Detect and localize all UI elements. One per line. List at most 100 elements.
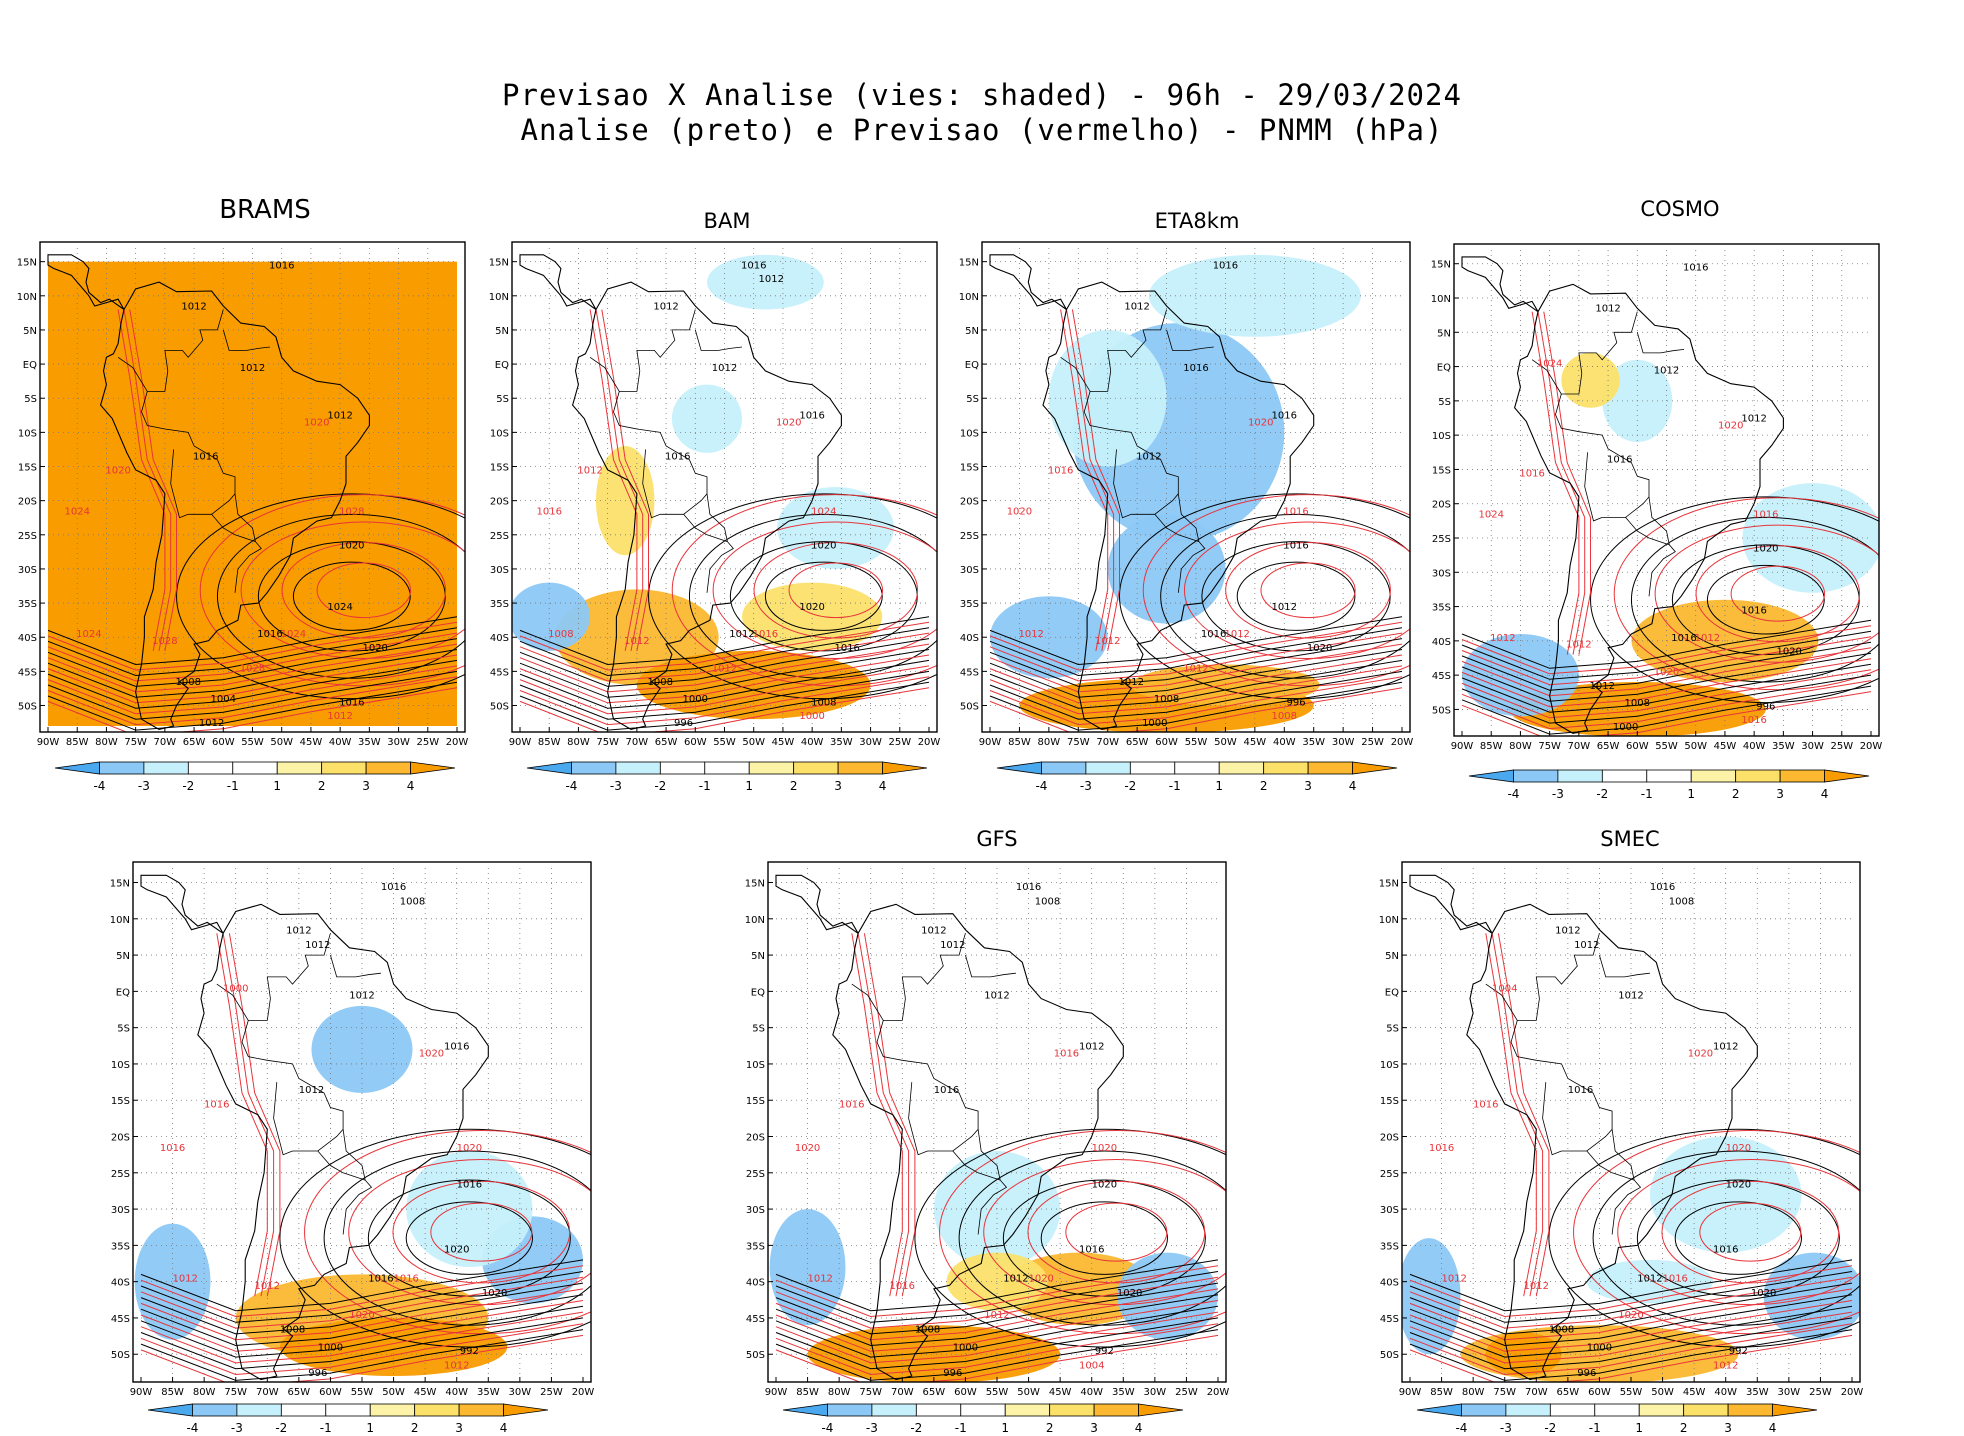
forecast-contour-label: 1016	[1519, 468, 1544, 479]
analysis-contour-label: 1016	[339, 698, 364, 709]
lat-tick-label: 25S	[960, 531, 979, 542]
lat-tick-label: 5N	[23, 326, 37, 337]
lon-tick-label: 20W	[572, 1387, 595, 1398]
analysis-contour-label: 1000	[953, 1343, 978, 1354]
colorbar-segment	[1824, 769, 1870, 783]
country-border	[1555, 393, 1579, 433]
lon-tick-label: 65W	[655, 737, 678, 748]
lon-tick-label: 80W	[95, 737, 118, 748]
colorbar-label: -1	[320, 1421, 332, 1435]
lat-tick-label: 40S	[1432, 637, 1451, 648]
colorbar-label: -1	[227, 779, 239, 793]
colorbar-segment	[236, 1403, 282, 1417]
south-america-coastline	[832, 903, 1124, 1381]
country-border	[1611, 1129, 1642, 1235]
lon-tick-label: 45W	[300, 737, 323, 748]
forecast-isobar	[857, 933, 910, 1297]
colorbar-label: 3	[1724, 1421, 1732, 1435]
analysis-contour-label: 1016	[1183, 363, 1208, 374]
south-america-coastline	[197, 903, 489, 1381]
panel-title: BAM	[704, 209, 751, 233]
colorbar-segment	[1218, 761, 1265, 775]
lat-tick-label: EQ	[1385, 987, 1399, 998]
colorbar-segment	[1779, 769, 1825, 783]
country-border	[876, 1020, 903, 1061]
forecast-isobar	[129, 309, 177, 651]
country-border	[164, 309, 224, 371]
colorbar-label: -2	[1596, 787, 1608, 801]
lon-tick-label: 40W	[445, 1387, 468, 1398]
country-border	[164, 428, 236, 515]
analysis-contour-label: 1016	[934, 1085, 959, 1096]
colorbar-segment	[1416, 1403, 1462, 1417]
forecast-contour-label: 1020	[795, 1143, 820, 1154]
lon-tick-label: 55W	[1655, 741, 1678, 752]
lon-tick-label: 70W	[1096, 737, 1119, 748]
forecast-isobar	[47, 621, 458, 671]
analysis-isobar	[519, 616, 930, 666]
colorbar-label: -3	[231, 1421, 243, 1435]
colorbar-segment	[1049, 1403, 1095, 1417]
bias-colorbar: -4 -3 -2 -1 1 2 3 4	[54, 761, 456, 793]
lon-tick-label: 80W	[567, 737, 590, 748]
colorbar-label: -3	[138, 779, 150, 793]
central-america-coastline	[47, 254, 125, 310]
forecast-isobar	[140, 1276, 584, 1329]
analysis-isobar	[519, 670, 930, 720]
forecast-contour-label: 1020	[349, 1310, 374, 1321]
country-border	[908, 1082, 928, 1156]
lat-tick-label: 25S	[18, 531, 37, 542]
analysis-isobar	[1630, 516, 1879, 683]
country-border	[1166, 329, 1214, 351]
analysis-contour-label: 1020	[339, 540, 364, 551]
analysis-contour-label: 1012	[1654, 365, 1679, 376]
country-border	[901, 933, 966, 999]
analysis-contour-label: 1000	[1587, 1343, 1612, 1354]
forecast-isobar	[775, 1276, 1219, 1329]
country-border	[683, 514, 728, 542]
forecast-isobar	[989, 665, 1403, 715]
lat-tick-label: 10S	[111, 1060, 130, 1071]
forecast-isobar	[304, 1130, 591, 1335]
lon-tick-label: 50W	[1017, 1387, 1040, 1398]
forecast-isobar	[989, 632, 1403, 682]
colorbar-segment	[1129, 761, 1176, 775]
lon-tick-label: 60W	[684, 737, 707, 748]
country-border	[1107, 428, 1179, 515]
bias-colorbar: -4 -3 -2 -1 1 2 3 4	[996, 761, 1398, 793]
lon-tick-label: 90W	[130, 1387, 153, 1398]
analysis-contour-label: 992	[1729, 1346, 1748, 1357]
forecast-isobar	[775, 1265, 1219, 1318]
analysis-isobar	[279, 1128, 591, 1348]
forecast-isobar	[989, 643, 1403, 693]
lat-tick-label: 10N	[745, 915, 765, 926]
analysis-isobar	[519, 638, 930, 687]
lat-tick-label: 35S	[18, 599, 37, 610]
bias-shading-area	[1586, 1259, 1714, 1304]
forecast-isobar	[1537, 311, 1586, 655]
forecast-isobar	[671, 494, 937, 687]
bias-shading-area	[671, 384, 743, 453]
analysis-contour-label: 1012	[1637, 1274, 1662, 1285]
forecast-isobar	[140, 1265, 584, 1318]
lon-tick-label: 30W	[1144, 1387, 1167, 1398]
analysis-isobar	[47, 659, 458, 709]
map-panel-brams: BRAMS10161012101210121016102010241020101…	[17, 195, 469, 793]
forecast-isobar	[519, 632, 930, 682]
lat-tick-label: 40S	[18, 633, 37, 644]
colorbar-segment	[526, 761, 572, 775]
country-border	[1154, 514, 1200, 542]
analysis-contour-label: 996	[674, 718, 693, 729]
country-border	[613, 391, 637, 430]
analysis-isobar	[1119, 493, 1410, 700]
country-border	[211, 514, 256, 542]
colorbar-label: -3	[1080, 779, 1092, 793]
lat-tick-label: 5N	[751, 951, 765, 962]
lon-tick-label: 55W	[351, 1387, 374, 1398]
analysis-isobar	[1409, 1294, 1853, 1347]
lon-tick-label: 65W	[1557, 1387, 1580, 1398]
analysis-contour-label: 1008	[1035, 896, 1060, 907]
country-border	[1083, 391, 1108, 430]
forecast-isobar	[140, 1311, 584, 1364]
bias-shading-area	[777, 487, 894, 569]
